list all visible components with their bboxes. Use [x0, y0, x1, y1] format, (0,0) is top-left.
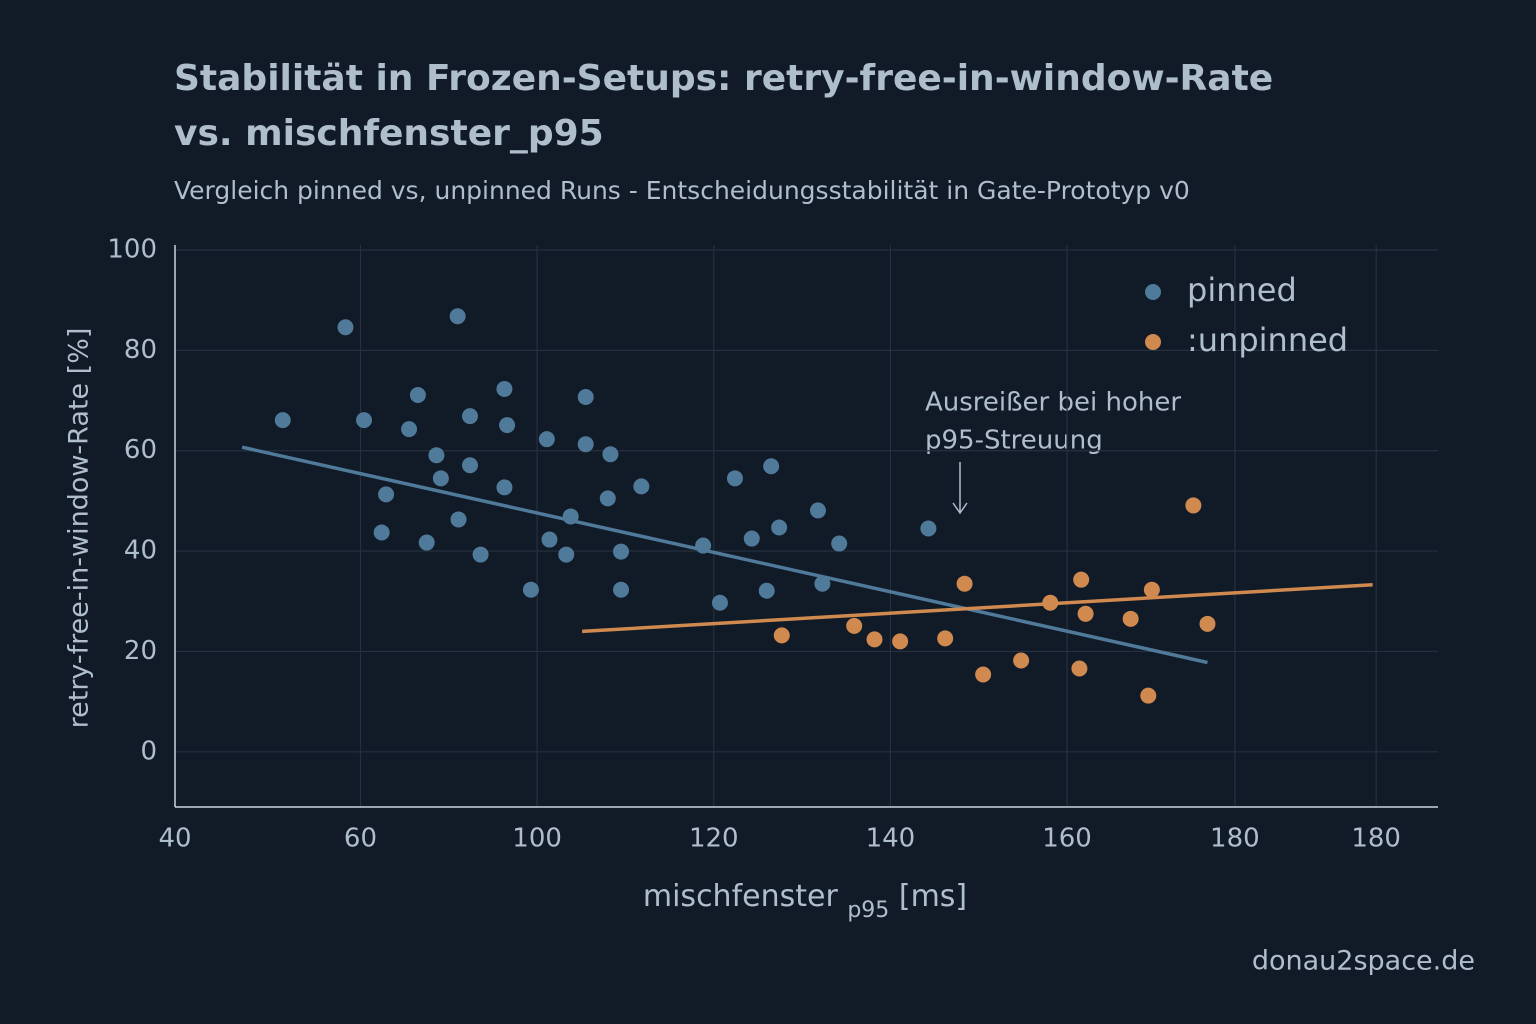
y-axis-label: retry-free-in-window-Rate [%]: [64, 328, 95, 729]
y-tick-label: 40: [124, 536, 157, 566]
point: [378, 486, 395, 503]
point: [633, 478, 650, 495]
point: [809, 502, 826, 519]
point: [773, 627, 790, 644]
point: [831, 535, 848, 552]
y-tick-label: 0: [140, 736, 157, 766]
point: [1071, 660, 1088, 677]
point: [450, 511, 467, 528]
y-tick-label: 100: [107, 235, 157, 265]
x-label-sub: p95: [847, 898, 889, 923]
point: [602, 446, 619, 463]
x-tick-label: 40: [158, 824, 191, 854]
annotation: Ausreißer bei hoher: [925, 388, 1181, 418]
x-label-unit: [ms]: [899, 879, 967, 914]
x-tick-label: 120: [689, 824, 739, 854]
point: [726, 470, 743, 487]
point: [1077, 605, 1094, 622]
x-tick-label: 180: [1351, 824, 1401, 854]
point: [337, 319, 354, 336]
point: [613, 581, 630, 598]
point: [496, 479, 513, 496]
point: [1073, 571, 1090, 588]
point: [541, 531, 558, 548]
point: [613, 543, 630, 560]
point: [743, 530, 760, 547]
point: [1122, 610, 1139, 627]
point: [1143, 581, 1160, 598]
x-axis-label: mischfenster p95 [ms]: [643, 879, 967, 928]
point: [1140, 687, 1157, 704]
point: [975, 666, 992, 683]
y-tick-label: 20: [124, 636, 157, 666]
point: [499, 417, 516, 434]
chart-title: Stabilität in Frozen-Setups: retry-free-…: [174, 58, 1273, 99]
y-tick-label: 60: [124, 435, 157, 465]
chart-subtitle: Vergleich pinned vs, unpinned Runs - Ent…: [174, 176, 1190, 205]
point: [711, 594, 728, 611]
legend-label: :unpinned: [1187, 321, 1348, 359]
point: [599, 490, 616, 507]
point: [472, 546, 489, 563]
x-tick-label: 160: [1042, 824, 1092, 854]
chart-title: vs. mischfenster_p95: [174, 113, 604, 154]
x-tick-label: 180: [1210, 824, 1260, 854]
point: [409, 387, 426, 404]
y-tick-label: 80: [124, 335, 157, 365]
point: [418, 534, 435, 551]
x-tick-label: 100: [512, 824, 562, 854]
point: [771, 519, 788, 536]
point: [373, 524, 390, 541]
point: [846, 617, 863, 634]
point: [1199, 615, 1216, 632]
point: [814, 575, 831, 592]
x-label-main: mischfenster: [643, 879, 839, 914]
x-tick-label: 140: [866, 824, 916, 854]
point: [401, 421, 418, 438]
point: [461, 457, 478, 474]
point: [496, 380, 513, 397]
legend-marker: [1145, 284, 1161, 300]
trend-line: [582, 582, 1373, 634]
x-tick-label: 60: [344, 824, 377, 854]
point: [1185, 497, 1202, 514]
point: [449, 308, 466, 325]
point: [892, 633, 909, 650]
point: [428, 447, 445, 464]
point: [763, 458, 780, 475]
point: [274, 412, 291, 429]
watermark: donau2space.de: [1252, 946, 1475, 977]
point: [522, 581, 539, 598]
legend-label: pinned: [1187, 271, 1297, 309]
point: [577, 436, 594, 453]
point: [538, 431, 555, 448]
trend-line: [241, 445, 1208, 665]
point: [956, 575, 973, 592]
annotation-arrowhead: [952, 502, 968, 515]
point: [866, 631, 883, 648]
point: [432, 470, 449, 487]
point: [1013, 652, 1030, 669]
legend-marker: [1145, 334, 1161, 350]
point: [461, 408, 478, 425]
point: [356, 412, 373, 429]
point: [920, 520, 937, 537]
point: [937, 630, 954, 647]
point: [758, 582, 775, 599]
point: [558, 546, 575, 563]
point: [577, 389, 594, 406]
